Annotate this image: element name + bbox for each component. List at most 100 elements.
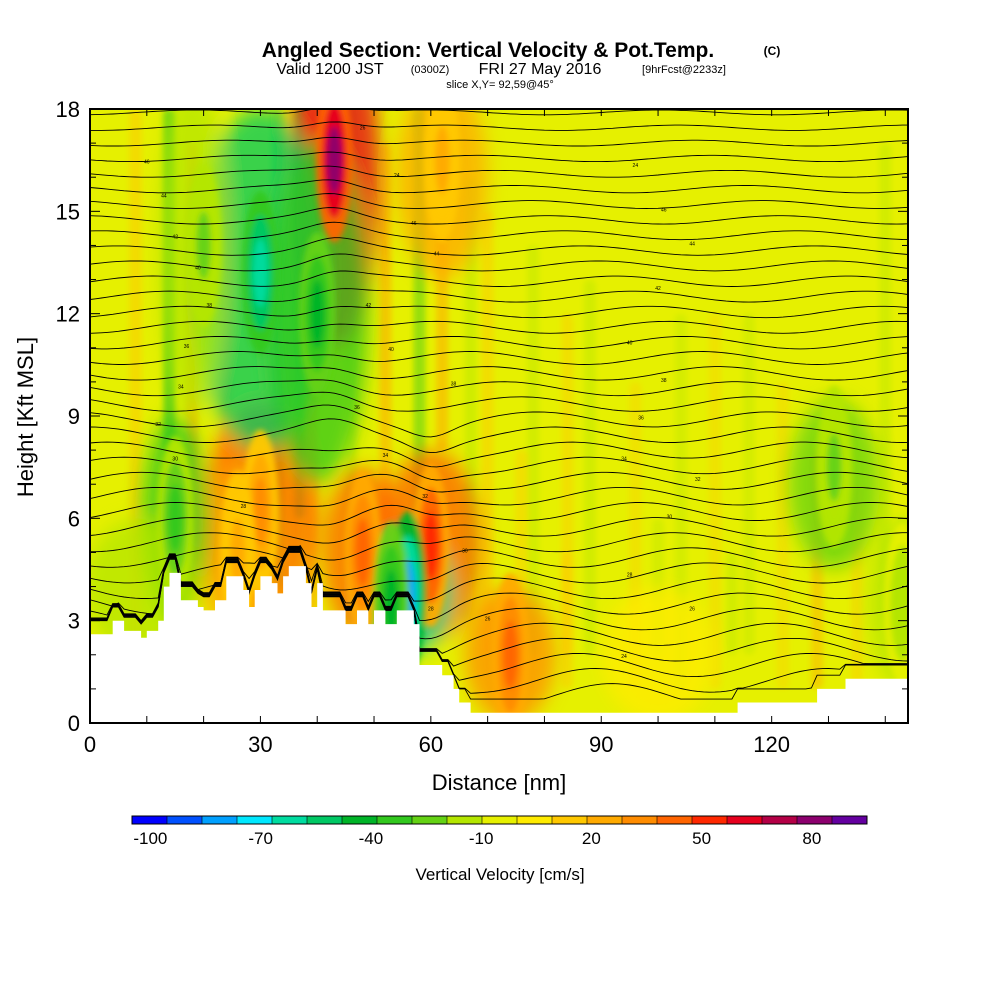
theta-contour-line bbox=[90, 545, 908, 577]
chart-title: Angled Section: Vertical Velocity & Pot.… bbox=[262, 39, 714, 62]
y-tick-label: 18 bbox=[56, 97, 80, 122]
theta-contour-line bbox=[90, 151, 908, 163]
theta-contour-label: 34 bbox=[383, 453, 389, 459]
y-tick-labels: 0 3 6 9 12 15 18 bbox=[56, 97, 80, 736]
y-axis-label: Height [Kft MSL] bbox=[13, 337, 38, 497]
theta-contour-line bbox=[90, 546, 908, 591]
theta-contour-label: 44 bbox=[689, 241, 695, 247]
colorbar bbox=[131, 816, 868, 824]
downdraft-core bbox=[253, 238, 268, 307]
theta-contour-label: 36 bbox=[184, 344, 190, 350]
updraft-core bbox=[434, 126, 450, 195]
theta-contour-labels: 46 44 42 40 38 36 34 32 30 28 26 24 46 44 42 40 38 36 34 32… bbox=[144, 125, 701, 660]
y-tick-label: 12 bbox=[56, 302, 80, 327]
colorbar-segment bbox=[132, 816, 168, 824]
theta-contour-label: 46 bbox=[661, 207, 667, 213]
theta-contour-label: 46 bbox=[411, 221, 417, 227]
velocity-streak bbox=[481, 211, 494, 655]
colorbar-segment bbox=[622, 816, 658, 824]
updraft-core bbox=[502, 620, 518, 689]
colorbar-segment bbox=[762, 816, 798, 824]
theta-contour-line bbox=[90, 366, 908, 381]
theta-contour-label: 42 bbox=[655, 286, 661, 292]
x-axis-label: Distance [nm] bbox=[432, 770, 567, 795]
theta-contour-label: 26 bbox=[689, 606, 695, 612]
chart-subtitle-slice: slice X,Y= 92,59@45° bbox=[446, 79, 554, 91]
updraft-core bbox=[326, 126, 342, 195]
velocity-streak bbox=[879, 143, 892, 621]
theta-contour-label: 26 bbox=[485, 617, 491, 623]
colorbar-segment bbox=[307, 816, 343, 824]
theta-contour-label: 32 bbox=[695, 477, 701, 483]
colorbar-segment bbox=[517, 816, 553, 824]
y-tick-label: 0 bbox=[68, 711, 80, 736]
theta-contour-label: 38 bbox=[451, 381, 457, 387]
x-tick-label: 0 bbox=[84, 732, 96, 757]
theta-contour-line bbox=[90, 379, 908, 397]
theta-contour-label: 26 bbox=[360, 125, 366, 131]
colorbar-segment bbox=[342, 816, 378, 824]
theta-contour-label: 34 bbox=[178, 385, 184, 391]
theta-contour-label: 44 bbox=[161, 194, 167, 200]
x-tick-labels: 0 30 60 90 120 bbox=[84, 732, 790, 757]
theta-contour-line bbox=[90, 136, 908, 147]
chart-subtitle-zulu: (0300Z) bbox=[411, 64, 450, 76]
theta-contour-line bbox=[90, 165, 908, 178]
theta-contour-line bbox=[90, 391, 908, 412]
downdraft-core bbox=[383, 569, 399, 638]
theta-contour-label: 30 bbox=[172, 456, 178, 462]
x-tick-label: 90 bbox=[589, 732, 613, 757]
theta-contour-label: 24 bbox=[621, 654, 627, 660]
theta-contour-line bbox=[90, 404, 908, 438]
colorbar-segment bbox=[412, 816, 448, 824]
theta-contour-line bbox=[90, 221, 908, 241]
updraft-core bbox=[355, 518, 371, 587]
theta-contour-line bbox=[90, 418, 908, 454]
velocity-streak bbox=[583, 279, 596, 655]
theta-contour-line bbox=[90, 471, 908, 493]
theta-contour-line bbox=[90, 456, 908, 481]
colorbar-segment bbox=[272, 816, 308, 824]
colorbar-segment bbox=[587, 816, 623, 824]
theta-contour-label: 30 bbox=[667, 514, 673, 520]
colorbar-segment bbox=[167, 816, 203, 824]
chart-subtitle-forecast: [9hrFcst@2233z] bbox=[642, 64, 726, 76]
theta-contour-label: 40 bbox=[627, 340, 633, 346]
chart-title-unit: (C) bbox=[764, 44, 781, 58]
theta-contour-label: 24 bbox=[633, 163, 639, 169]
y-tick-label: 3 bbox=[68, 609, 80, 634]
colorbar-segment bbox=[202, 816, 238, 824]
theta-contour-label: 30 bbox=[462, 548, 468, 554]
colorbar-segment bbox=[377, 816, 413, 824]
plot-area: 46 44 42 40 38 36 34 32 30 28 26 24 46 44 42 40 38 36 34 32… bbox=[90, 109, 908, 723]
colorbar-segment bbox=[692, 816, 728, 824]
theta-contour-line bbox=[90, 441, 908, 468]
velocity-streak bbox=[742, 313, 755, 655]
x-tick-label: 60 bbox=[419, 732, 443, 757]
colorbar-segment bbox=[832, 816, 868, 824]
y-tick-label: 15 bbox=[56, 199, 80, 224]
theta-contour-line bbox=[90, 486, 908, 507]
theta-contour-label: 38 bbox=[207, 303, 213, 309]
colorbar-segment bbox=[657, 816, 693, 824]
colorbar-segment bbox=[237, 816, 273, 824]
colorbar-segment bbox=[482, 816, 518, 824]
theta-contour-line bbox=[90, 351, 908, 365]
theta-contour-label: 44 bbox=[434, 252, 440, 258]
downdraft-core bbox=[826, 433, 842, 502]
theta-contour-line bbox=[90, 207, 908, 225]
theta-contour-label: 40 bbox=[388, 347, 394, 353]
colorbar-tick-labels: -100 -70 -40 -10 20 50 80 bbox=[133, 829, 821, 848]
theta-contour-label: 34 bbox=[621, 456, 627, 462]
colorbar-tick-label: -10 bbox=[469, 829, 494, 848]
theta-contour-label: 32 bbox=[155, 422, 161, 428]
theta-contour-line bbox=[90, 320, 908, 334]
colorbar-segment bbox=[552, 816, 588, 824]
theta-contour-label: 36 bbox=[638, 415, 644, 421]
theta-contour-line bbox=[90, 502, 908, 526]
downdraft-core bbox=[309, 279, 325, 348]
theta-contour-label: 28 bbox=[241, 504, 247, 510]
downdraft-core bbox=[196, 211, 211, 280]
theta-contour-line bbox=[90, 335, 908, 350]
